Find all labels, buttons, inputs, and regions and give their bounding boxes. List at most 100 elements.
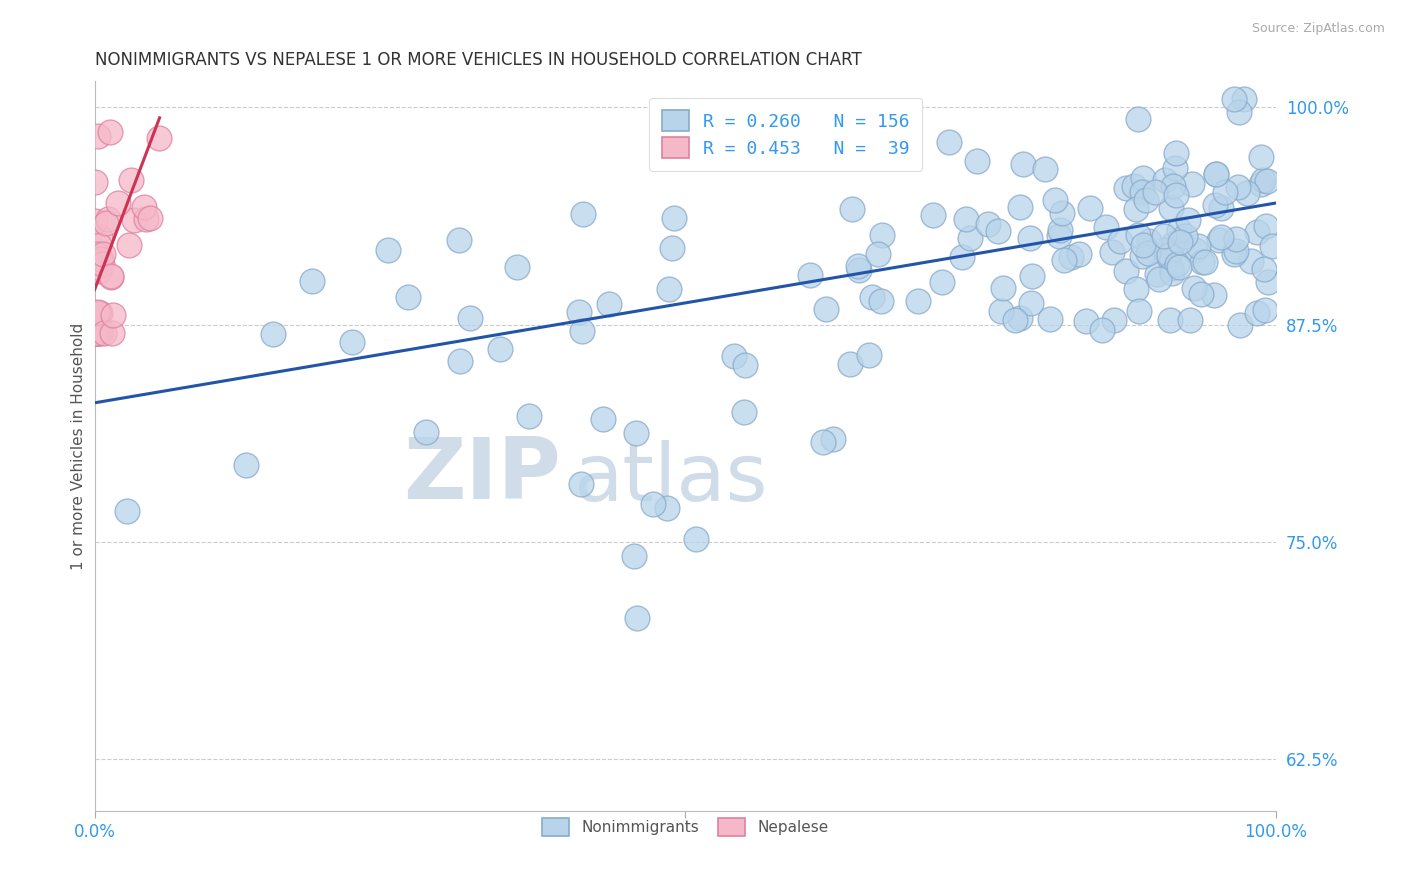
Point xyxy=(139,211,162,225)
Point xyxy=(340,335,363,350)
Point xyxy=(1246,225,1268,239)
Point xyxy=(1160,261,1182,276)
Point xyxy=(91,247,114,261)
Point xyxy=(1128,304,1150,318)
Point xyxy=(1163,235,1185,250)
Point xyxy=(107,196,129,211)
Point xyxy=(1167,223,1189,237)
Point xyxy=(860,290,883,304)
Point xyxy=(1123,178,1146,193)
Point xyxy=(569,476,592,491)
Point xyxy=(1194,254,1216,268)
Point xyxy=(1156,249,1178,263)
Point xyxy=(91,257,114,271)
Point xyxy=(1225,232,1247,246)
Point xyxy=(1095,220,1118,235)
Point xyxy=(1166,257,1188,271)
Point xyxy=(1250,177,1272,191)
Point xyxy=(950,250,973,264)
Point xyxy=(1208,233,1230,247)
Y-axis label: 1 or more Vehicles in Household: 1 or more Vehicles in Household xyxy=(72,323,86,570)
Point xyxy=(89,322,111,336)
Point xyxy=(89,306,111,320)
Point xyxy=(1254,303,1277,318)
Point xyxy=(733,405,755,419)
Point xyxy=(685,532,707,546)
Point xyxy=(87,264,110,278)
Point xyxy=(1149,272,1171,286)
Point xyxy=(1018,231,1040,245)
Point xyxy=(1159,312,1181,326)
Point xyxy=(823,432,845,446)
Point xyxy=(94,216,117,230)
Point xyxy=(1161,178,1184,193)
Point xyxy=(991,281,1014,295)
Point xyxy=(955,211,977,226)
Point xyxy=(662,211,685,226)
Point xyxy=(1090,323,1112,337)
Point xyxy=(1254,219,1277,234)
Point xyxy=(921,208,943,222)
Point xyxy=(87,306,110,320)
Point xyxy=(838,357,860,371)
Point xyxy=(87,237,110,252)
Point xyxy=(1189,287,1212,301)
Point xyxy=(87,326,110,341)
Point xyxy=(723,349,745,363)
Point xyxy=(1178,313,1201,327)
Point xyxy=(84,310,107,324)
Point xyxy=(1202,287,1225,301)
Point xyxy=(966,154,988,169)
Point xyxy=(592,412,614,426)
Point xyxy=(661,241,683,255)
Point xyxy=(148,131,170,145)
Point xyxy=(1184,243,1206,257)
Point xyxy=(1144,185,1167,199)
Point xyxy=(1130,185,1153,199)
Point xyxy=(1033,162,1056,177)
Point xyxy=(1004,312,1026,326)
Point xyxy=(122,212,145,227)
Point xyxy=(1250,150,1272,164)
Point xyxy=(1251,172,1274,186)
Point xyxy=(87,305,110,319)
Point xyxy=(734,358,756,372)
Point xyxy=(1115,180,1137,194)
Point xyxy=(301,275,323,289)
Point xyxy=(658,281,681,295)
Point xyxy=(1233,92,1256,106)
Point xyxy=(489,342,512,356)
Point xyxy=(1229,318,1251,332)
Point xyxy=(90,252,112,266)
Point xyxy=(938,135,960,149)
Point xyxy=(1160,266,1182,280)
Point xyxy=(1256,174,1278,188)
Point xyxy=(1160,201,1182,215)
Point xyxy=(987,224,1010,238)
Point xyxy=(1137,246,1160,260)
Point xyxy=(655,501,678,516)
Point xyxy=(1108,234,1130,248)
Point xyxy=(1204,198,1226,212)
Point xyxy=(977,217,1000,231)
Point xyxy=(1115,263,1137,277)
Point xyxy=(1236,186,1258,200)
Point xyxy=(643,497,665,511)
Text: NONIMMIGRANTS VS NEPALESE 1 OR MORE VEHICLES IN HOUSEHOLD CORRELATION CHART: NONIMMIGRANTS VS NEPALESE 1 OR MORE VEHI… xyxy=(94,51,862,69)
Point xyxy=(1227,180,1250,194)
Point xyxy=(1166,145,1188,160)
Point xyxy=(98,125,121,139)
Point xyxy=(1205,167,1227,181)
Point xyxy=(1008,310,1031,325)
Point xyxy=(1215,185,1237,199)
Point xyxy=(931,275,953,289)
Point xyxy=(84,260,107,274)
Point xyxy=(118,238,141,252)
Point xyxy=(377,244,399,258)
Point xyxy=(1159,247,1181,261)
Point xyxy=(858,348,880,362)
Point xyxy=(84,174,107,188)
Point xyxy=(100,270,122,285)
Point xyxy=(1060,250,1083,264)
Legend: Nonimmigrants, Nepalese: Nonimmigrants, Nepalese xyxy=(534,811,837,844)
